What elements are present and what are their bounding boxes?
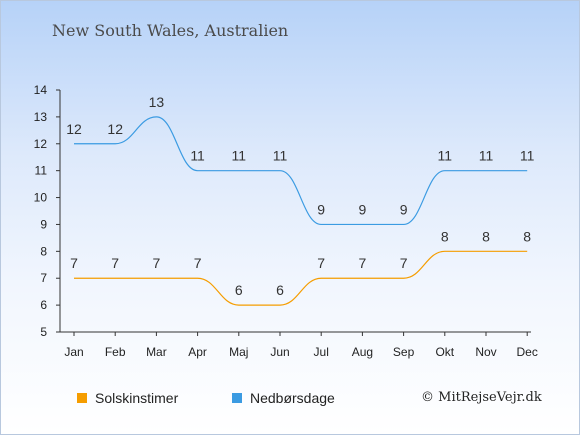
series-line bbox=[73, 116, 528, 226]
data-label: 7 bbox=[359, 255, 367, 271]
data-label: 8 bbox=[482, 228, 490, 244]
data-label: 11 bbox=[438, 148, 453, 164]
y-tick-label: 10 bbox=[34, 191, 48, 205]
chart-title: New South Wales, Australien bbox=[52, 21, 289, 40]
x-tick-label: Okt bbox=[435, 345, 454, 359]
data-label: 12 bbox=[107, 121, 123, 137]
data-labels: 7 7 7 7 6 6 7 7 7 8 8 8 12 12 13 11 11 11 9 9 9 11 11 11 bbox=[66, 94, 534, 298]
data-label: 8 bbox=[441, 228, 449, 244]
y-tick-label: 7 bbox=[40, 271, 47, 285]
x-tick-label: Aug bbox=[352, 345, 373, 359]
series-lines bbox=[73, 116, 528, 306]
data-label: 8 bbox=[523, 228, 531, 244]
y-tick-label: 9 bbox=[40, 217, 47, 231]
data-label: 11 bbox=[232, 148, 247, 164]
data-label: 9 bbox=[359, 201, 367, 217]
data-label: 7 bbox=[317, 255, 325, 271]
data-label: 13 bbox=[149, 94, 165, 110]
legend-item-rain-days: Nedbørsdage bbox=[232, 390, 335, 406]
data-label: 7 bbox=[70, 255, 78, 271]
data-label: 7 bbox=[194, 255, 202, 271]
data-label: 6 bbox=[235, 282, 243, 298]
data-label: 11 bbox=[190, 148, 205, 164]
data-label: 11 bbox=[520, 148, 535, 164]
data-label: 6 bbox=[276, 282, 284, 298]
y-tick-label: 6 bbox=[40, 298, 47, 312]
x-tick-label: Jul bbox=[314, 345, 329, 359]
x-tick-label: Mar bbox=[146, 345, 167, 359]
y-tick-label: 12 bbox=[34, 137, 48, 151]
y-tick-label: 5 bbox=[40, 325, 47, 339]
legend-swatch-rain-days bbox=[232, 393, 242, 403]
legend-label-rain-days: Nedbørsdage bbox=[250, 390, 335, 406]
x-tick-label: Nov bbox=[475, 345, 496, 359]
x-tick-label: Feb bbox=[105, 345, 126, 359]
y-tick-label: 14 bbox=[34, 83, 48, 97]
series-line bbox=[73, 250, 528, 306]
data-label: 7 bbox=[111, 255, 119, 271]
y-tick-label: 8 bbox=[40, 244, 47, 258]
data-label: 11 bbox=[479, 148, 494, 164]
site-credit[interactable]: © MitRejseVejr.dk bbox=[421, 390, 542, 405]
y-tick-label: 13 bbox=[34, 110, 48, 124]
data-label: 9 bbox=[400, 201, 408, 217]
axes: 5 6 7 8 9 10 11 12 13 14 Jan Feb Mar Apr Maj Jun Jul Aug S… bbox=[34, 83, 538, 359]
x-tick-label: Maj bbox=[229, 345, 248, 359]
data-label: 7 bbox=[400, 255, 408, 271]
y-tick-label: 11 bbox=[35, 164, 48, 178]
data-label: 7 bbox=[153, 255, 161, 271]
x-tick-label: Dec bbox=[517, 345, 538, 359]
legend-item-sunshine: Solskinstimer bbox=[77, 390, 178, 406]
data-label: 11 bbox=[273, 148, 288, 164]
x-tick-label: Apr bbox=[188, 345, 207, 359]
legend-label-sunshine: Solskinstimer bbox=[95, 390, 179, 406]
x-tick-label: Jun bbox=[270, 345, 289, 359]
x-tick-label: Jan bbox=[64, 345, 83, 359]
data-label: 12 bbox=[66, 121, 82, 137]
x-tick-label: Sep bbox=[393, 345, 415, 359]
data-label: 9 bbox=[317, 201, 325, 217]
legend-swatch-sunshine bbox=[77, 393, 87, 403]
